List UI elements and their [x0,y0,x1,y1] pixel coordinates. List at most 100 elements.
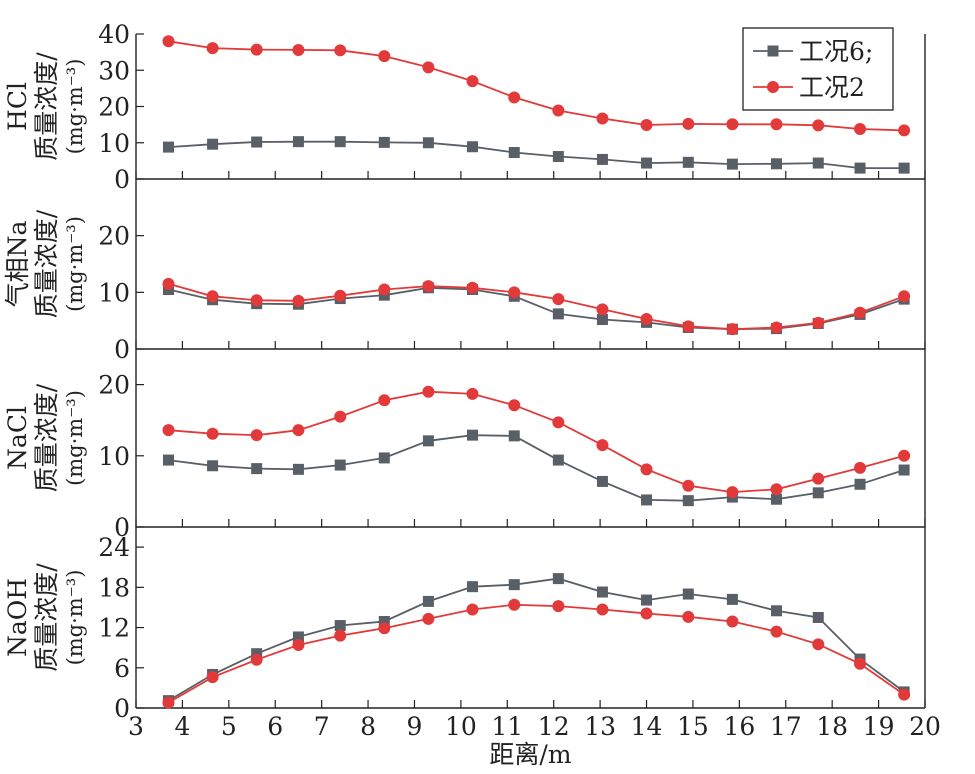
y-tick-label: 0 [114,165,130,194]
data-point-case6 [682,495,694,507]
y-axis-label: 气相Na [3,221,32,308]
data-point-case2 [812,119,825,132]
data-point-case2 [422,280,435,293]
x-tick-label: 6 [267,712,283,741]
data-point-case2 [596,112,609,125]
y-tick-label: 10 [98,278,130,307]
data-point-case2 [596,303,609,316]
data-point-case6 [334,459,346,471]
series-line-case2 [168,282,905,331]
data-point-case6 [898,464,910,476]
data-point-case2 [162,277,175,290]
y-tick-label: 10 [98,442,130,471]
y-tick-label: 10 [98,129,130,158]
data-point-case2 [552,104,565,117]
x-tick-label: 18 [816,712,848,741]
data-point-case2 [854,657,867,670]
data-point-case2 [422,612,435,625]
data-point-case2 [250,294,263,307]
data-point-case2 [250,429,263,442]
data-point-case2 [898,449,911,462]
x-tick-label: 9 [407,712,423,741]
data-point-case2 [378,394,391,407]
data-point-case6 [508,579,520,591]
data-point-case2 [466,281,479,294]
data-point-case2 [334,44,347,57]
x-tick-label: 10 [445,712,477,741]
data-point-case2 [854,122,867,135]
data-point-case2 [898,688,911,701]
data-point-case6 [854,478,866,490]
y-axis-label: (mg·m⁻³) [63,390,87,486]
data-point-case2 [770,118,783,131]
y-axis-label: (mg·m⁻³) [63,570,87,666]
data-point-case2 [770,483,783,496]
data-point-case2 [812,472,825,485]
data-point-case2 [508,399,521,412]
data-point-case2 [422,61,435,74]
data-point-case6 [770,158,782,170]
data-point-case2 [726,615,739,628]
legend-label: 工况2 [799,73,865,102]
data-point-case6 [466,141,478,153]
y-tick-label: 20 [98,222,130,251]
data-point-case2 [640,312,653,325]
y-tick-label: 30 [98,56,130,85]
data-point-case6 [334,136,346,148]
x-tick-label: 5 [221,712,237,741]
data-point-case2 [682,610,695,623]
x-tick-label: 11 [491,712,523,741]
data-point-case6 [162,141,174,153]
data-point-case6 [508,147,520,159]
data-point-case2 [812,316,825,329]
legend-box [742,27,894,111]
data-point-case2 [334,289,347,302]
data-point-case6 [596,153,608,165]
y-tick-label: 18 [98,573,130,602]
y-tick-label: 0 [114,694,130,723]
data-point-case2 [378,622,391,635]
data-point-case2 [640,607,653,620]
data-point-case2 [292,294,305,307]
data-point-case2 [770,321,783,334]
data-point-case6 [508,430,520,442]
data-point-case2 [770,625,783,638]
data-point-case6 [251,463,263,475]
data-point-case2 [854,306,867,319]
data-point-case6 [726,158,738,170]
data-point-case6 [854,162,866,174]
data-point-case2 [292,638,305,651]
series-line-case6 [168,577,905,702]
x-tick-label: 16 [723,712,755,741]
series-line-case2 [168,390,905,494]
data-point-case6 [207,460,219,472]
x-tick-label: 3 [128,712,144,741]
data-point-case6 [207,138,219,150]
data-point-case6 [251,136,263,148]
data-point-case2 [726,323,739,336]
series-line-case6 [168,434,905,502]
legend-marker-square [767,45,779,57]
y-axis-label: NaOH [3,578,32,657]
data-point-case6 [812,612,824,623]
x-tick-label: 14 [631,712,663,741]
y-axis-label: 质量浓度/ [32,52,61,161]
legend-marker-circle [767,81,779,93]
x-tick-label: 4 [174,712,190,741]
data-point-case6 [596,314,608,326]
data-point-case6 [552,151,564,163]
data-point-case6 [292,136,304,148]
data-point-case6 [552,308,564,320]
data-point-case2 [206,427,219,440]
data-point-case6 [292,631,304,643]
data-point-case2 [854,461,867,474]
data-point-case2 [206,42,219,55]
data-point-case2 [334,410,347,423]
x-tick-label: 7 [314,712,330,741]
data-point-case6 [422,595,434,607]
data-point-case2 [292,43,305,56]
data-point-case2 [596,603,609,616]
y-tick-label: 0 [114,335,130,364]
data-point-case2 [422,385,435,398]
